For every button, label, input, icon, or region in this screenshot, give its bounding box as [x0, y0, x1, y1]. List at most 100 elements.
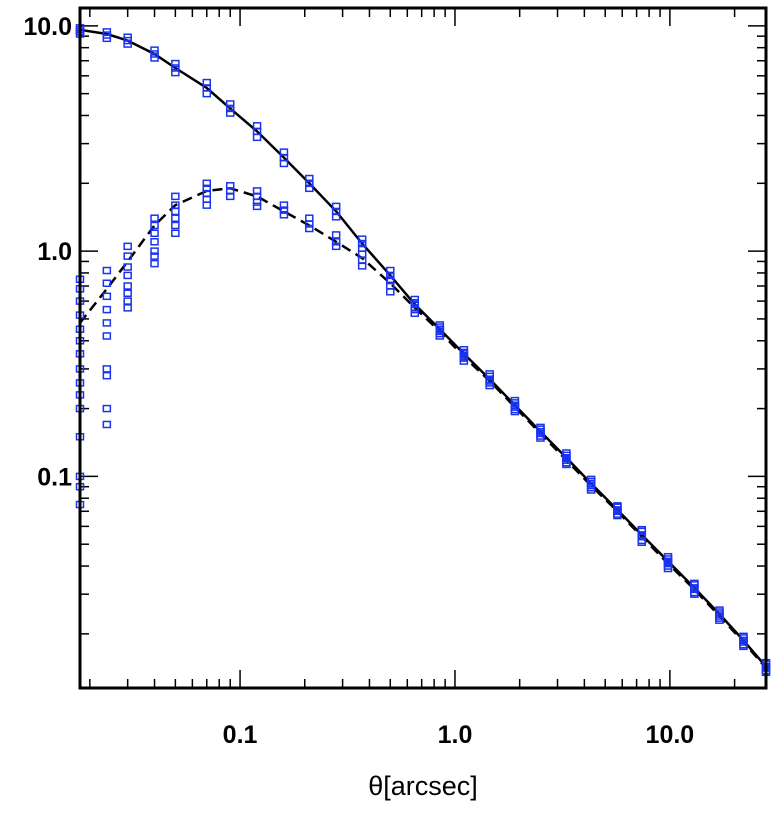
data-point: [562, 451, 571, 460]
data-point: [102, 332, 112, 340]
y-tick-label: 1.0: [37, 238, 72, 266]
data-point: [123, 40, 132, 48]
data-point: [279, 201, 289, 209]
data-point: [252, 202, 262, 211]
data-point: [102, 305, 112, 314]
data-point: [252, 133, 262, 142]
data-point: [331, 238, 341, 246]
data-point: [459, 352, 469, 361]
data-point: [171, 214, 180, 222]
data-point: [613, 511, 622, 520]
data-point: [562, 460, 571, 469]
data-point: [459, 348, 469, 357]
data-point: [586, 477, 596, 486]
data-point: [202, 179, 212, 188]
data-point: [435, 327, 445, 336]
model-curves: [79, 28, 767, 669]
x-tick-label: 1.0: [438, 721, 473, 749]
data-point: [150, 221, 159, 230]
data-point: [510, 407, 520, 416]
data-point: [485, 372, 494, 381]
data-point: [123, 263, 132, 271]
data-point: [613, 503, 622, 511]
data-point: [150, 247, 159, 255]
dashed-model-curve: [79, 187, 767, 669]
y-tick-label: 0.1: [37, 463, 72, 491]
data-point: [102, 319, 112, 327]
data-point: [386, 288, 395, 296]
data-point: [102, 34, 112, 43]
data-point: [123, 282, 132, 290]
data-point: [386, 266, 395, 275]
data-point: [586, 486, 596, 494]
data-point: [357, 262, 367, 270]
data-point: [305, 184, 314, 193]
data-point: [202, 201, 212, 209]
data-point: [690, 590, 699, 598]
data-point: [536, 429, 545, 438]
data-point: [225, 100, 235, 108]
data-point: [225, 182, 235, 190]
data-point: [150, 54, 159, 62]
data-point: [739, 634, 748, 642]
data-point: [102, 365, 112, 373]
data-point: [305, 224, 314, 233]
data-point: [663, 559, 673, 568]
data-point: [279, 206, 289, 214]
data-point: [123, 242, 132, 251]
data-point: [305, 220, 314, 228]
data-point: [690, 585, 699, 594]
data-point: [357, 239, 367, 248]
data-point: [510, 399, 520, 407]
data-point: [150, 252, 159, 260]
data-point: [410, 309, 420, 317]
data-point: [663, 564, 673, 573]
data-point: [410, 298, 420, 307]
data-point: [102, 404, 112, 413]
data-point: [171, 192, 180, 201]
x-axis-label: θ[arcsec]: [368, 771, 478, 801]
data-point: [150, 229, 159, 238]
data-point: [435, 323, 445, 331]
data-point: [510, 403, 520, 411]
data-point: [663, 555, 673, 563]
data-point: [171, 221, 180, 230]
axis-ticks: [80, 8, 766, 688]
y-tick-label: 10.0: [23, 13, 72, 41]
data-point: [171, 229, 180, 238]
data-point: [150, 46, 159, 54]
data-point: [485, 381, 494, 390]
solid-model-curve: [79, 28, 767, 668]
data-point: [123, 289, 132, 298]
data-point: [171, 59, 180, 68]
y-tick-labels: 0.1 1.0 10.0: [23, 13, 72, 492]
data-point: [357, 235, 367, 243]
data-point: [150, 50, 159, 58]
data-point: [225, 192, 235, 201]
data-point: [279, 159, 289, 168]
data-point: [485, 377, 494, 385]
data-point: [331, 231, 341, 239]
data-point: [252, 198, 262, 206]
x-tick-label: 0.1: [223, 721, 258, 749]
x-tick-labels: 0.1 1.0 10.0: [223, 721, 695, 749]
data-point: [225, 104, 235, 113]
data-point: [102, 266, 112, 275]
data-points: [75, 24, 771, 677]
data-point: [435, 332, 445, 340]
plot-frame: [78, 6, 768, 690]
data-point: [171, 207, 180, 216]
data-point: [715, 608, 724, 616]
data-point: [715, 612, 724, 620]
data-point: [305, 174, 314, 183]
data-point: [279, 211, 289, 219]
data-point: [123, 252, 132, 260]
data-point: [331, 202, 341, 211]
data-point: [123, 297, 132, 305]
data-point: [225, 109, 235, 117]
data-point: [562, 456, 571, 464]
data-point: [102, 371, 112, 380]
data-point: [715, 616, 724, 624]
data-point: [386, 275, 395, 284]
